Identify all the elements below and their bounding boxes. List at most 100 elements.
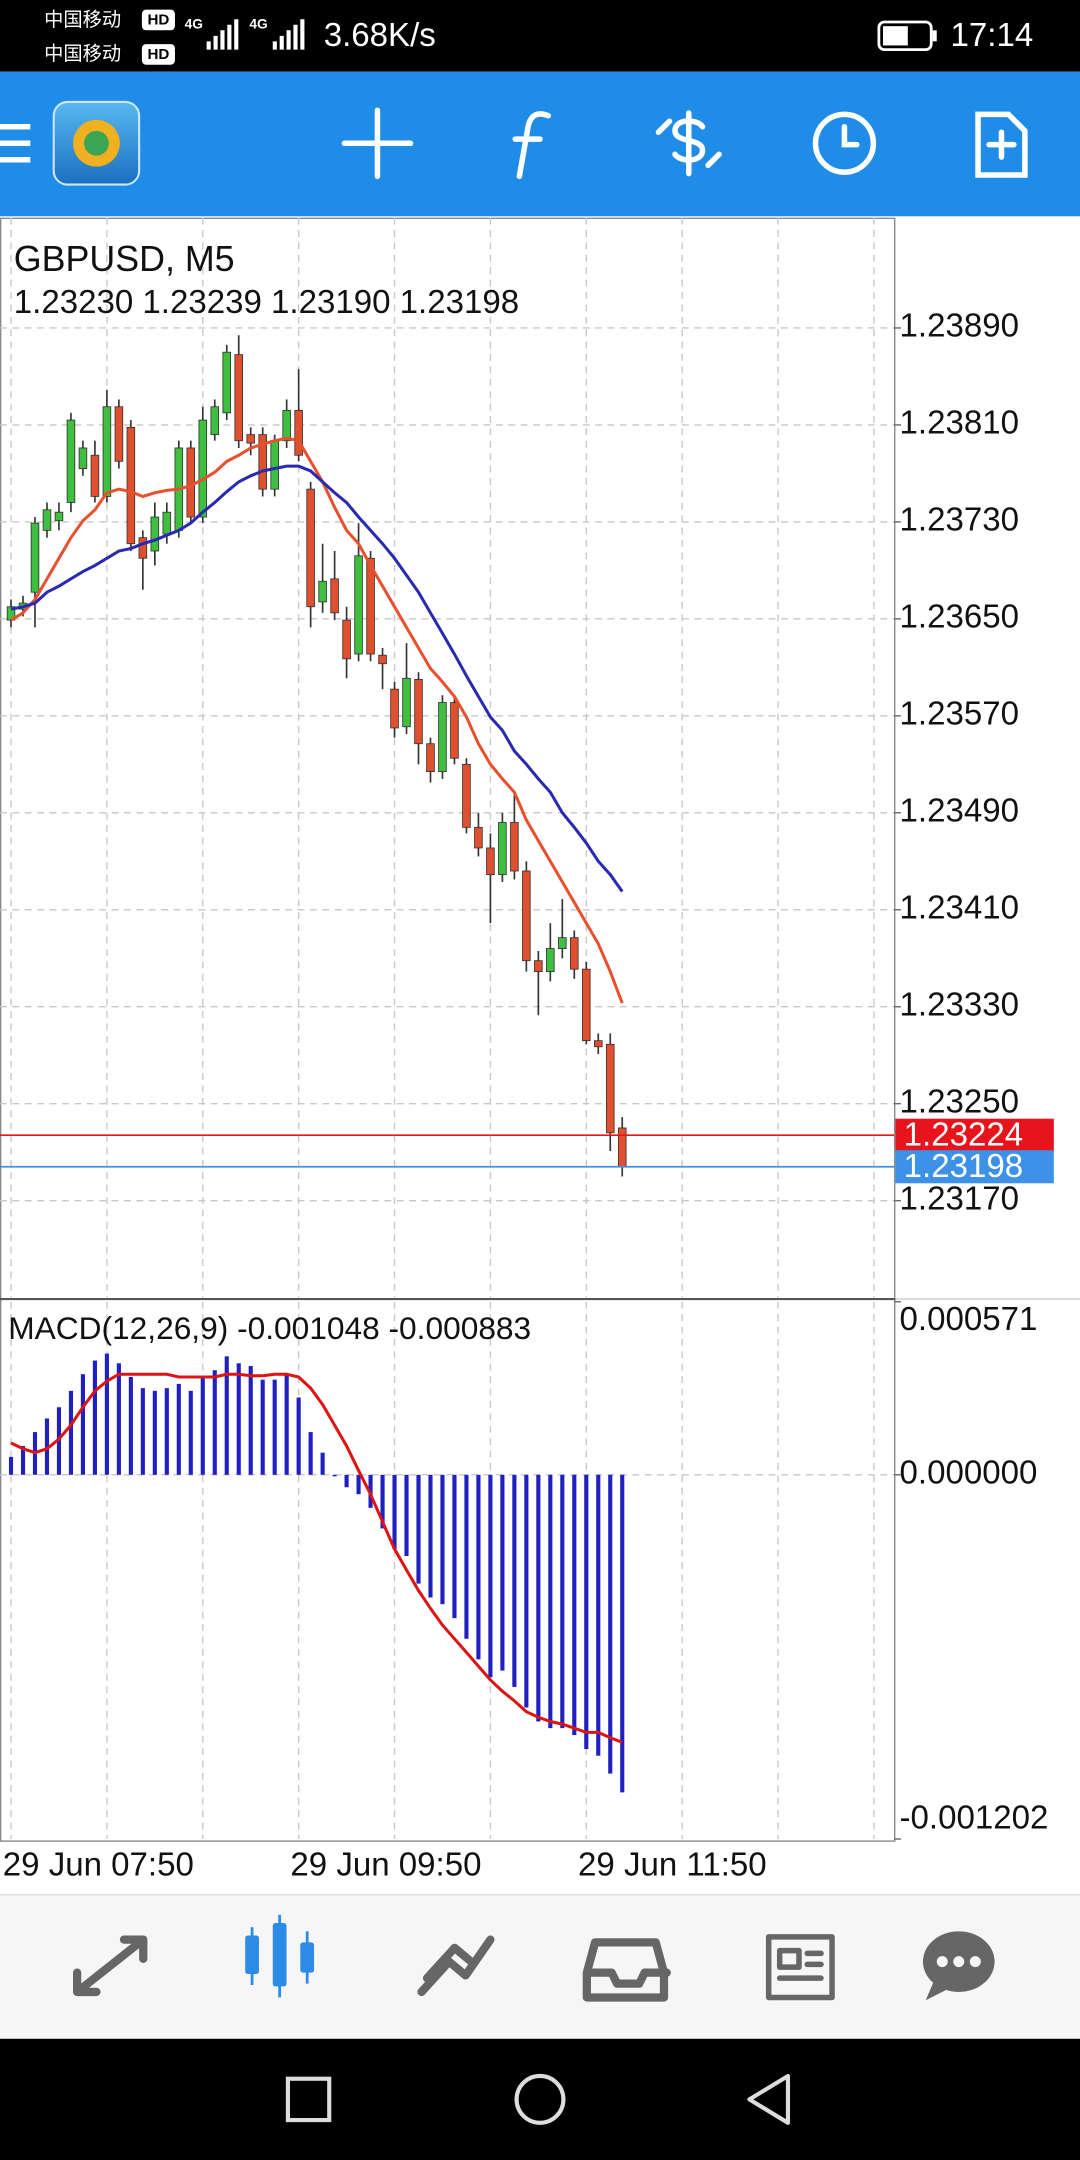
histogram-bar bbox=[344, 1474, 349, 1488]
histogram-bar bbox=[608, 1474, 613, 1774]
signal-icon bbox=[206, 19, 305, 50]
candle-body bbox=[282, 409, 291, 442]
candle-body bbox=[162, 511, 172, 535]
histogram-bar bbox=[560, 1474, 565, 1729]
histogram-bar bbox=[188, 1390, 193, 1475]
price-tag-label: 1.23198 bbox=[904, 1148, 1023, 1185]
network-label: 4G bbox=[185, 16, 203, 31]
candle-body bbox=[558, 937, 567, 949]
chart-subtitle: 1.23230 1.23239 1.23190 1.23198 bbox=[14, 284, 519, 321]
battery-icon bbox=[877, 20, 933, 51]
histogram-bar bbox=[572, 1474, 577, 1736]
histogram-bar bbox=[152, 1390, 157, 1475]
history-button[interactable] bbox=[812, 111, 877, 175]
indicator-line bbox=[10, 464, 624, 893]
histogram-bar bbox=[176, 1383, 181, 1475]
chat-tab-tail bbox=[925, 1980, 948, 2001]
news-tab[interactable] bbox=[765, 1934, 835, 2001]
y-tick-label: -0.001202 bbox=[900, 1799, 1049, 1836]
histogram-bar bbox=[20, 1446, 26, 1475]
candle-body bbox=[546, 948, 555, 973]
candle-body bbox=[210, 406, 220, 436]
system-nav bbox=[0, 2038, 1080, 2160]
histogram-bar bbox=[212, 1370, 217, 1475]
y-tick-label: 1.23810 bbox=[900, 405, 1019, 442]
histogram-bar bbox=[524, 1474, 529, 1708]
candle-body bbox=[534, 960, 543, 973]
back-button[interactable] bbox=[747, 2073, 791, 2125]
candle-body bbox=[66, 419, 76, 503]
battery-tip bbox=[932, 30, 937, 42]
x-tick-label: 29 Jun 09:50 bbox=[290, 1846, 481, 1883]
histogram-bar bbox=[140, 1388, 145, 1475]
indicators-button[interactable] bbox=[512, 111, 552, 180]
indicator-title: MACD(12,26,9) -0.001048 -0.000883 bbox=[8, 1310, 531, 1346]
y-tick-label: 1.23570 bbox=[900, 696, 1019, 733]
y-tick-label: 1.23410 bbox=[900, 890, 1019, 927]
histogram-bar bbox=[380, 1474, 385, 1529]
candle-body bbox=[150, 516, 160, 552]
trade-button[interactable] bbox=[655, 110, 722, 177]
chat-dot bbox=[936, 1956, 948, 1968]
candle-body bbox=[6, 606, 16, 621]
menu-button[interactable] bbox=[0, 123, 31, 163]
x-tick-label: 29 Jun 11:50 bbox=[578, 1846, 767, 1883]
histogram-bar bbox=[320, 1452, 325, 1475]
histogram-bar bbox=[476, 1474, 481, 1660]
candle-body bbox=[258, 434, 267, 490]
histogram-bar bbox=[8, 1456, 14, 1475]
bottom-nav bbox=[0, 1894, 1080, 2039]
history-hands bbox=[841, 123, 860, 148]
candle-body bbox=[186, 447, 196, 518]
chart-tab bbox=[278, 1914, 282, 1998]
histogram-bar bbox=[404, 1474, 409, 1557]
histogram-bar bbox=[68, 1390, 74, 1475]
toolbar bbox=[0, 71, 1080, 217]
histogram-bar bbox=[416, 1474, 421, 1584]
histogram-bar bbox=[392, 1474, 397, 1550]
histogram-bar bbox=[284, 1374, 289, 1475]
histogram-bar bbox=[272, 1379, 277, 1475]
chat-dot bbox=[953, 1956, 965, 1968]
chart-tab bbox=[250, 1927, 254, 1986]
y-tick-label: 0.000571 bbox=[900, 1301, 1038, 1338]
y-tick-label: 1.23250 bbox=[900, 1083, 1019, 1120]
histogram-bar bbox=[536, 1474, 541, 1722]
candle-body bbox=[594, 1040, 603, 1048]
histogram-bar bbox=[356, 1474, 361, 1495]
histogram-bar bbox=[500, 1474, 505, 1671]
indicator-line bbox=[10, 1372, 623, 1744]
new-order-button[interactable] bbox=[975, 111, 1028, 178]
histogram-bar bbox=[596, 1474, 601, 1756]
candle-body bbox=[582, 968, 591, 1042]
trade-tab[interactable] bbox=[417, 1935, 495, 1997]
hd-badge bbox=[141, 9, 175, 31]
hd-label: HD bbox=[147, 46, 169, 63]
histogram-bar bbox=[452, 1474, 457, 1619]
histogram-bar bbox=[224, 1356, 229, 1475]
history-tab[interactable] bbox=[582, 1938, 671, 2002]
indicator-line bbox=[10, 436, 624, 1004]
recents-button[interactable] bbox=[285, 2076, 332, 2123]
candle-body bbox=[306, 488, 315, 608]
battery-level bbox=[883, 26, 908, 46]
candle-body bbox=[102, 406, 112, 497]
quotes-tab[interactable] bbox=[73, 1935, 148, 1997]
histogram-bar bbox=[248, 1366, 253, 1475]
candle-body bbox=[570, 937, 579, 970]
histogram-bar bbox=[332, 1474, 337, 1477]
x-tick-label: 29 Jun 07:50 bbox=[3, 1846, 194, 1883]
crosshair-button[interactable] bbox=[341, 107, 414, 180]
app-logo-mark bbox=[84, 130, 109, 156]
candle-body bbox=[222, 351, 232, 414]
histogram-bar bbox=[236, 1363, 241, 1475]
histogram-bar bbox=[308, 1432, 313, 1475]
histogram-bar bbox=[200, 1376, 205, 1475]
histogram-bar bbox=[80, 1374, 85, 1475]
candle-body bbox=[246, 434, 255, 444]
home-button[interactable] bbox=[514, 2073, 566, 2125]
histogram-bar bbox=[164, 1388, 169, 1475]
histogram-bar bbox=[548, 1474, 553, 1729]
